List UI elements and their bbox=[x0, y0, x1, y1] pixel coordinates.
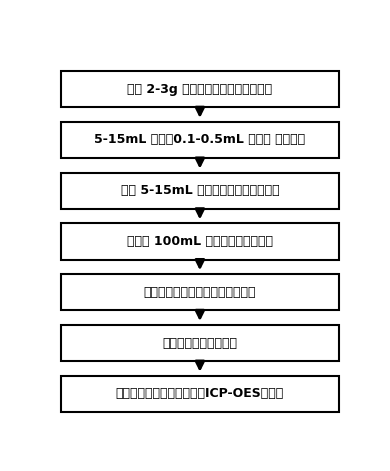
Text: 称取 2-3g 四氧化三钴样品于消解罐中: 称取 2-3g 四氧化三钴样品于消解罐中 bbox=[127, 82, 273, 96]
Bar bbox=[61, 376, 339, 412]
Bar bbox=[61, 172, 339, 209]
Text: 5-15mL 盐酸、0.1-0.5mL 氢氟酸 微波消解: 5-15mL 盐酸、0.1-0.5mL 氢氟酸 微波消解 bbox=[94, 133, 305, 146]
Bar bbox=[61, 274, 339, 310]
Text: 转移到 100mL 聚四氟乙烯容量瓶中: 转移到 100mL 聚四氟乙烯容量瓶中 bbox=[127, 235, 273, 248]
Bar bbox=[61, 71, 339, 107]
Text: 电感耦合等离子体光谱仪（ICP-OES）测定: 电感耦合等离子体光谱仪（ICP-OES）测定 bbox=[116, 387, 284, 400]
Bar bbox=[61, 325, 339, 361]
Text: 加入 5-15mL 饱和硼酸溶液络合氟离子: 加入 5-15mL 饱和硼酸溶液络合氟离子 bbox=[121, 184, 279, 197]
Bar bbox=[61, 122, 339, 158]
Text: 加入一定量的钇标准溶液作为内标: 加入一定量的钇标准溶液作为内标 bbox=[144, 286, 256, 299]
Bar bbox=[61, 223, 339, 260]
Text: 冷却定容，摇匀，待测: 冷却定容，摇匀，待测 bbox=[162, 336, 238, 349]
